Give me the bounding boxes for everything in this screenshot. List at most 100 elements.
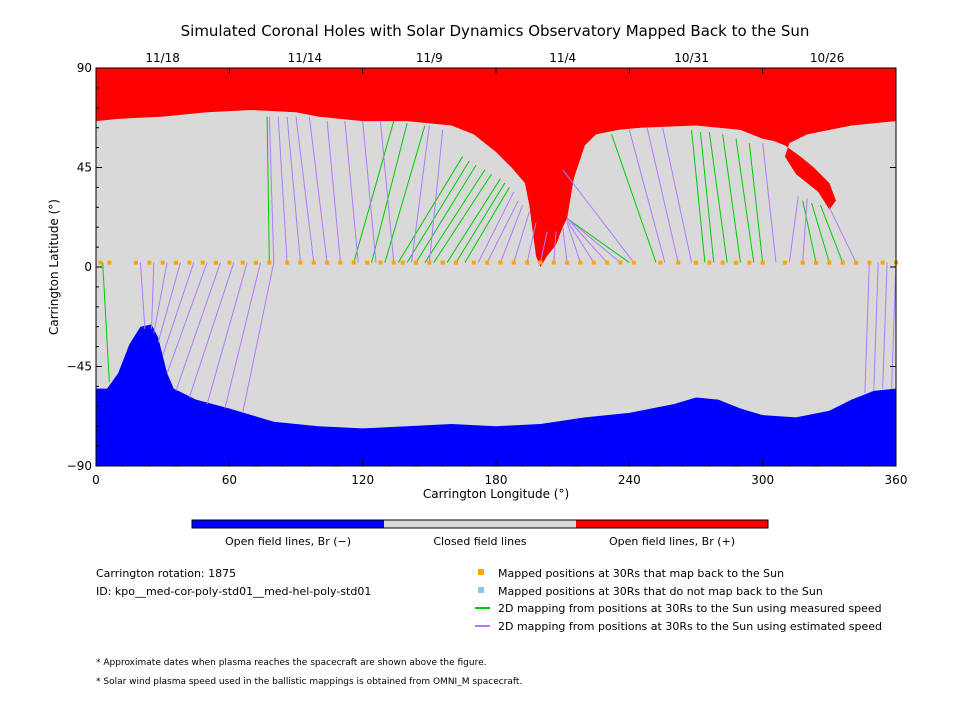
mapped-point — [427, 260, 432, 265]
legend-marker-unmapped — [478, 587, 484, 593]
mapped-point — [187, 260, 192, 265]
mapped-point — [285, 260, 290, 265]
mapping-line-measured — [415, 165, 477, 263]
mapped-point — [160, 260, 165, 265]
mapped-point — [214, 260, 218, 265]
mapping-line-estimated — [308, 116, 328, 263]
carrington-rotation: Carrington rotation: 1875 — [96, 567, 236, 580]
mapping-line-estimated — [882, 262, 888, 389]
legend-text-mapped: Mapped positions at 30Rs that map back t… — [498, 567, 784, 580]
mapping-line-estimated — [499, 204, 524, 263]
top-date-axis: 11/18 11/14 11/9 11/4 10/31 10/26 — [145, 51, 844, 65]
mapping-line-measured — [699, 132, 715, 263]
mapped-point — [840, 260, 845, 265]
mapping-line-estimated — [762, 143, 777, 263]
date-label: 11/9 — [416, 51, 443, 65]
mapped-point — [747, 260, 752, 265]
x-tick-label: 240 — [618, 473, 641, 487]
mapped-point — [471, 260, 476, 265]
x-tick-label: 60 — [222, 473, 237, 487]
mapping-line-measured — [433, 173, 492, 263]
y-tick-label: 0 — [84, 260, 92, 274]
legend-text-estimated: 2D mapping from positions at 30Rs to the… — [498, 620, 882, 633]
mapped-point — [707, 260, 712, 265]
mapped-point — [414, 260, 418, 265]
colorbar-label-negative: Open field lines, Br (−) — [225, 535, 351, 548]
mapping-line-measured — [819, 204, 844, 263]
mapped-point — [694, 260, 698, 265]
mapped-point — [565, 260, 570, 265]
mapping-line-estimated — [486, 200, 519, 263]
x-axis: 0 60 120 180 240 300 360 — [92, 68, 907, 487]
date-label: 11/14 — [288, 51, 323, 65]
mapping-line-estimated — [802, 198, 808, 263]
mapping-line-measured — [455, 182, 506, 263]
y-tick-label: 45 — [77, 161, 92, 175]
mapped-point — [880, 260, 885, 265]
mapped-point — [525, 260, 530, 265]
north-open-field-region — [96, 68, 896, 267]
mapped-point — [578, 260, 583, 265]
mapping-line-estimated — [162, 262, 195, 356]
x-tick-label: 300 — [751, 473, 774, 487]
date-label: 10/26 — [810, 51, 845, 65]
mapping-line-estimated — [539, 231, 548, 263]
mapped-point — [134, 260, 138, 265]
colorbar-closed — [384, 520, 576, 528]
mapping-lines — [102, 116, 897, 414]
mapped-point — [814, 260, 818, 265]
mapped-point — [720, 260, 725, 265]
mapped-point — [676, 260, 681, 265]
mapping-line-estimated — [268, 116, 275, 263]
mapped-point — [267, 260, 272, 265]
mapped-point — [338, 260, 343, 265]
mapping-line-estimated — [828, 207, 857, 263]
mapping-line-measured — [708, 132, 728, 263]
legend-marker-mapped — [478, 569, 484, 575]
mapped-point — [605, 260, 610, 265]
mapping-line-estimated — [188, 262, 235, 398]
mapping-line-estimated — [513, 211, 530, 263]
mapped-point — [734, 260, 738, 265]
date-label: 10/31 — [674, 51, 709, 65]
mapped-point — [200, 260, 205, 265]
mapped-point — [591, 260, 596, 265]
mapping-line-measured — [353, 120, 395, 263]
y-axis-label: Carrington Latitude (°) — [47, 199, 61, 335]
mapping-line-estimated — [206, 262, 248, 405]
mapped-point — [498, 260, 503, 265]
mapping-line-measured — [446, 178, 501, 263]
mapped-point — [485, 260, 490, 265]
mapping-line-estimated — [646, 127, 679, 263]
date-label: 11/4 — [549, 51, 576, 65]
mapped-point — [454, 260, 458, 265]
mapping-line-measured — [811, 202, 830, 263]
mapped-point — [440, 260, 445, 265]
mapped-point — [240, 260, 245, 265]
mapping-line-estimated — [662, 127, 693, 263]
mapped-point — [391, 260, 396, 265]
mapping-line-estimated — [628, 129, 666, 263]
mapping-line-estimated — [344, 121, 359, 263]
mapping-line-estimated — [175, 262, 221, 391]
date-label: 11/18 — [145, 51, 180, 65]
mapped-point — [538, 260, 543, 265]
x-tick-label: 360 — [885, 473, 908, 487]
mapping-line-estimated — [477, 191, 515, 263]
mapping-line-estimated — [566, 217, 621, 263]
mapping-line-estimated — [157, 262, 181, 343]
mapping-line-estimated — [873, 262, 879, 391]
legend-text-measured: 2D mapping from positions at 30Rs to the… — [498, 602, 882, 615]
mapping-line-estimated — [153, 262, 168, 334]
run-id: ID: kpo__med-cor-poly-std01__med-hel-pol… — [96, 585, 371, 598]
y-tick-label: −45 — [67, 360, 92, 374]
mapped-point — [511, 260, 516, 265]
mapped-point — [867, 260, 872, 265]
mapping-line-estimated — [295, 116, 315, 263]
colorbar-label-closed: Closed field lines — [433, 535, 527, 548]
mapped-point — [365, 260, 370, 265]
mapping-line-estimated — [379, 121, 395, 263]
plot-area — [95, 67, 898, 467]
mapping-line-estimated — [428, 129, 444, 263]
mapping-line-measured — [424, 169, 486, 263]
